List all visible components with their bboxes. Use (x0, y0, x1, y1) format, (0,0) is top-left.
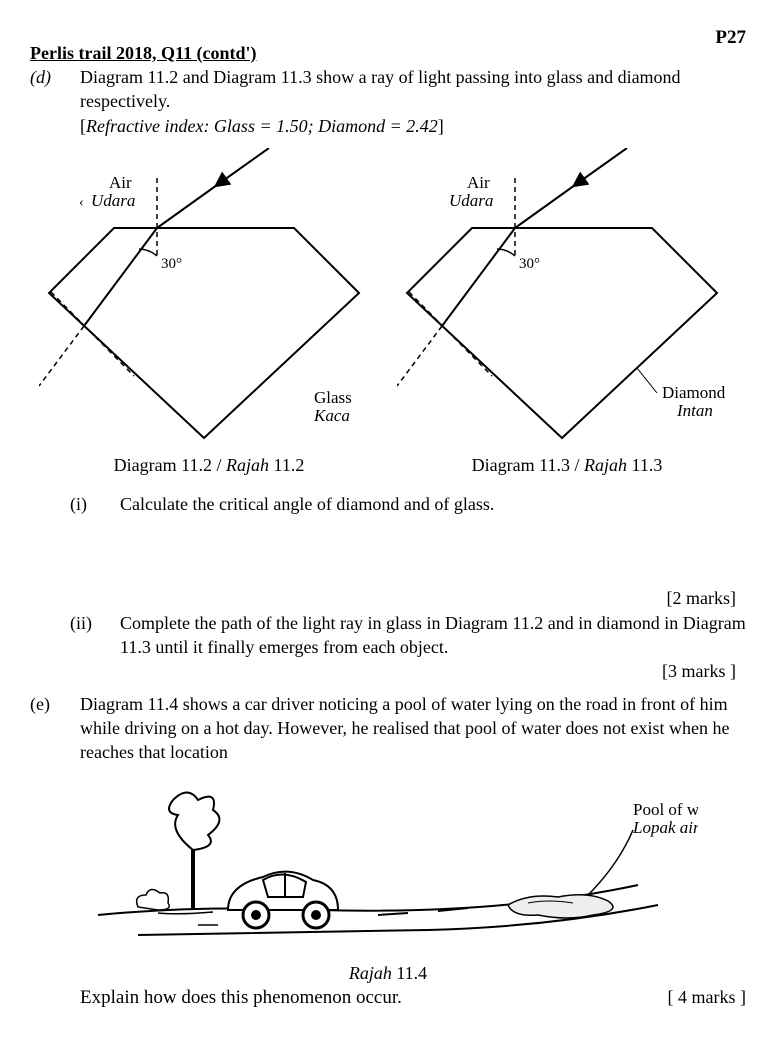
diagrams-row: Air Udara ‹ 30° Glass Kaca Air Udara 30°… (30, 148, 746, 448)
diagram-diamond: Air Udara 30° Diamond Intan (397, 148, 737, 448)
sub-ii-text: Complete the path of the light ray in gl… (120, 611, 746, 660)
sub-i-marks: [2 marks] (30, 586, 746, 610)
svg-text:Air: Air (467, 173, 490, 192)
part-e-marks: [ 4 marks ] (648, 985, 746, 1009)
svg-text:Lopak air: Lopak air (632, 818, 698, 837)
diagram-glass: Air Udara ‹ 30° Glass Kaca (39, 148, 379, 448)
caption-mirage: Rajah 11.4 (30, 961, 746, 985)
diagram-mirage: Pool of water Lopak air Rajah 11.4 (30, 765, 746, 986)
part-d-intro: Diagram 11.2 and Diagram 11.3 show a ray… (80, 65, 746, 114)
svg-text:30°: 30° (161, 256, 182, 272)
caption-row: Diagram 11.2 / Rajah 11.2 Diagram 11.3 /… (30, 453, 746, 477)
part-d-label: (d) (30, 65, 80, 89)
caption-glass: Diagram 11.2 / Rajah 11.2 (114, 453, 305, 477)
svg-text:30°: 30° (519, 256, 540, 272)
exam-header: Perlis trail 2018, Q11 (contd') (30, 41, 746, 65)
sub-ii-label: (ii) (60, 611, 120, 635)
sub-ii-marks: [3 marks ] (30, 659, 746, 683)
svg-text:Kaca: Kaca (313, 406, 350, 425)
part-e-text: Diagram 11.4 shows a car driver noticing… (80, 692, 746, 765)
svg-text:‹: ‹ (79, 195, 84, 210)
svg-text:Udara: Udara (449, 191, 493, 210)
part-e-label: (e) (30, 692, 80, 716)
caption-diamond: Diagram 11.3 / Rajah 11.3 (472, 453, 663, 477)
sub-i-label: (i) (60, 492, 120, 516)
part-e-question: Explain how does this phenomenon occur. (80, 985, 648, 1011)
svg-text:Air: Air (109, 173, 132, 192)
svg-text:Udara: Udara (91, 191, 135, 210)
refractive-index-line: [Refractive index: Glass = 1.50; Diamond… (80, 114, 746, 138)
sub-i-text: Calculate the critical angle of diamond … (120, 492, 746, 516)
svg-text:Pool of water: Pool of water (633, 800, 698, 819)
svg-text:Glass: Glass (314, 388, 352, 407)
svg-text:Diamond: Diamond (662, 383, 726, 402)
svg-text:Intan: Intan (676, 401, 713, 420)
